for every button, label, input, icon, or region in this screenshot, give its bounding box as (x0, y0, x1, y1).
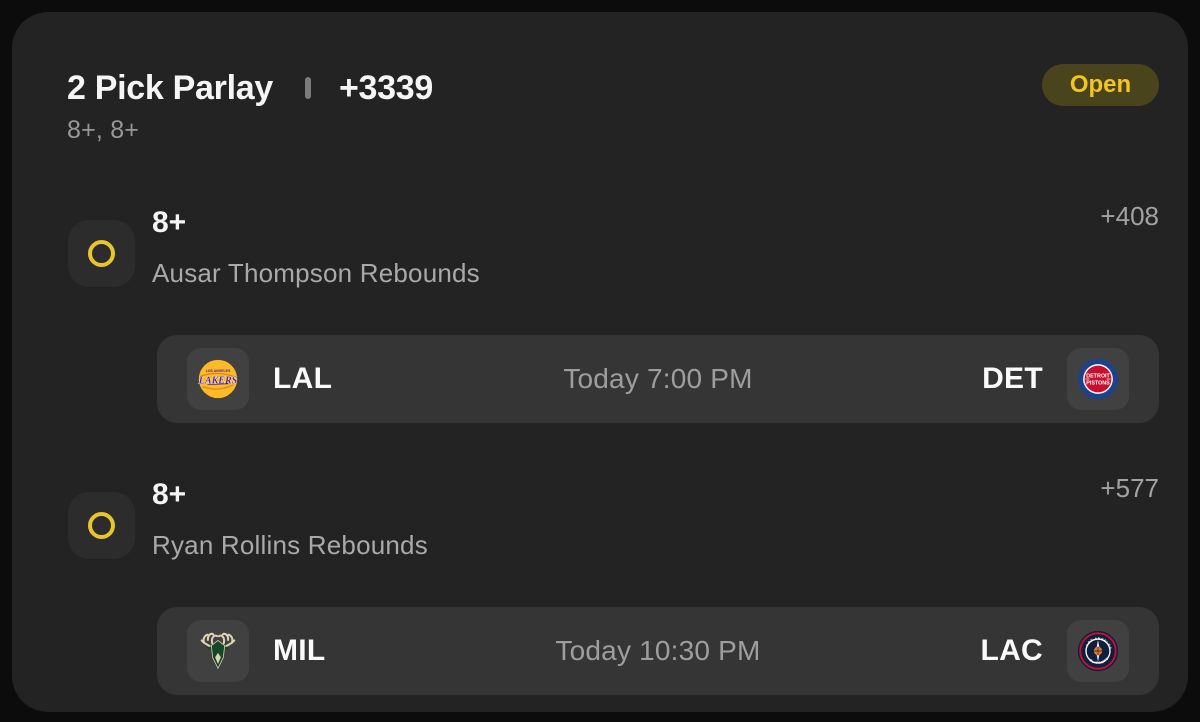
home-team-abbr: DET (982, 362, 1043, 395)
away-team-logo-tile: LOS ANGELES LAKERS (187, 348, 249, 410)
parlay-odds: +3339 (338, 68, 433, 107)
home-team-abbr: LAC (980, 634, 1043, 667)
home-team: DET DETROIT PISTONS (982, 348, 1129, 410)
svg-text:PISTONS: PISTONS (1086, 380, 1110, 386)
open-ring-icon (88, 240, 115, 267)
parlay-title: 2 Pick Parlay (67, 68, 273, 107)
pistons-logo-icon: DETROIT PISTONS (1077, 358, 1119, 400)
bucks-logo-icon (200, 632, 236, 670)
open-ring-icon (88, 512, 115, 539)
title-odds-divider (304, 77, 311, 99)
status-badge-label: Open (1069, 71, 1132, 98)
away-team-abbr: LAL (273, 362, 333, 395)
parlay-leg-1: 8+ Ausar Thompson Rebounds +408 LOS ANGE… (12, 197, 1200, 427)
away-team: MIL (187, 620, 326, 682)
selection-circle-icon (68, 492, 135, 559)
status-badge: Open (1042, 64, 1159, 106)
svg-text:LAKERS: LAKERS (198, 375, 238, 386)
game-row-mil-lac[interactable]: MIL Today 10:30 PM LAC LOS ANG (157, 607, 1159, 695)
selection-circle-icon (68, 220, 135, 287)
parlay-leg-2: 8+ Ryan Rollins Rebounds +577 (12, 469, 1200, 699)
home-team-logo-tile: LOS ANGELES CLIPPERS (1067, 620, 1129, 682)
market-label: Ausar Thompson Rebounds (152, 258, 480, 288)
home-team-logo-tile: DETROIT PISTONS (1067, 348, 1129, 410)
market-label: Ryan Rollins Rebounds (152, 530, 428, 560)
away-team-logo-tile (187, 620, 249, 682)
game-row-lal-det[interactable]: LOS ANGELES LAKERS LAL Today 7:00 PM DET… (157, 335, 1159, 423)
away-team: LOS ANGELES LAKERS LAL (187, 348, 332, 410)
svg-text:LOS ANGELES: LOS ANGELES (206, 369, 231, 373)
parlay-card[interactable]: 2 Pick Parlay +3339 8+, 8+ Open 8+ Ausar… (12, 12, 1188, 712)
leg-odds: +408 (1100, 201, 1159, 231)
away-team-abbr: MIL (273, 634, 326, 667)
home-team: LAC LOS ANGELES CL (980, 620, 1129, 682)
lakers-logo-icon: LOS ANGELES LAKERS (197, 359, 238, 399)
svg-text:DETROIT: DETROIT (1086, 374, 1110, 380)
selection-label: 8+ (152, 478, 187, 511)
selection-label: 8+ (152, 206, 187, 239)
clippers-logo-icon: LOS ANGELES CLIPPERS (1077, 630, 1119, 672)
leg-odds: +577 (1100, 473, 1159, 503)
parlay-subtitle: 8+, 8+ (67, 116, 140, 144)
parlay-title-row: 2 Pick Parlay +3339 (67, 66, 433, 110)
